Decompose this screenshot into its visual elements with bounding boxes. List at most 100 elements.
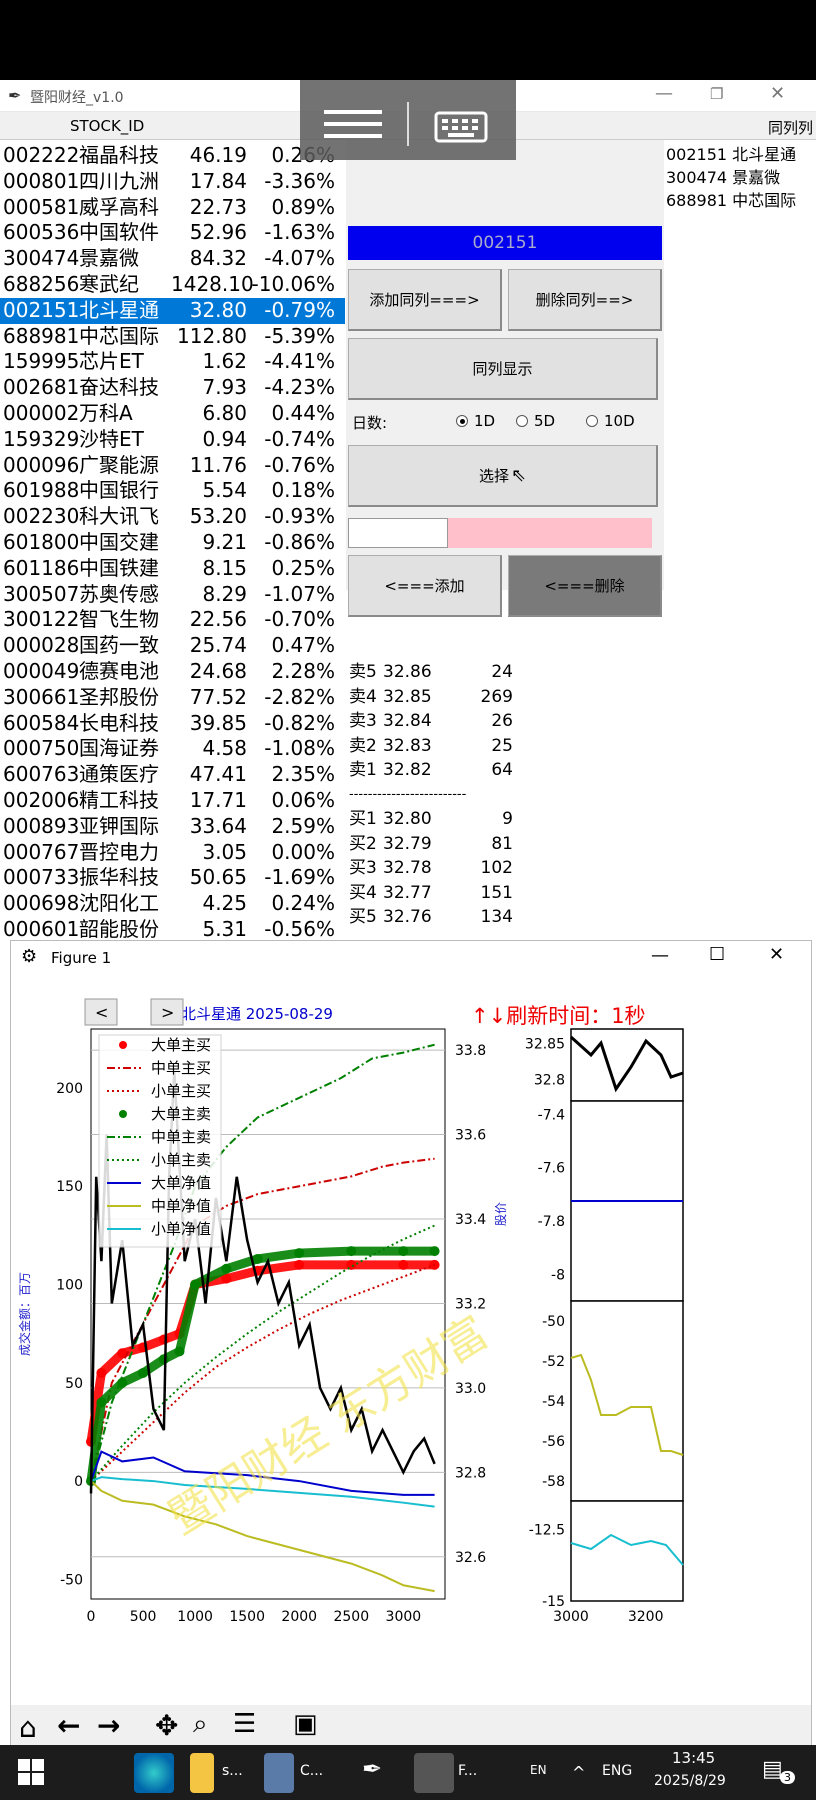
add-to-list-button[interactable]: 添加同列===> [348,269,502,331]
notification-icon[interactable]: ▤ [762,1757,783,1782]
stock-row[interactable]: 000581威孚高科 22.73 0.89% [0,195,345,221]
stock-row[interactable]: 688981中芯国际 112.80 -5.39% [0,324,345,350]
stock-row[interactable]: 000801四川九洲 17.84 -3.36% [0,169,345,195]
stock-row[interactable]: 601800中国交建 9.21 -0.86% [0,530,345,556]
stock-row[interactable]: 000028国药一致 25.74 0.47% [0,633,345,659]
stock-change: -0.93% [264,504,335,529]
configure-icon[interactable]: ☰ [233,1709,257,1739]
stock-row[interactable]: 002681奋达科技 7.93 -4.23% [0,375,345,401]
minimize-icon[interactable]: — [655,83,673,104]
delete-from-list-button[interactable]: 删除同列==> [508,269,662,331]
legend-label: 大单净值 [151,1174,211,1192]
stock-price: 22.56 [189,607,247,632]
watch-list-item[interactable]: 002151 北斗星通 [666,145,797,164]
folder-icon[interactable] [190,1753,214,1793]
save-icon[interactable]: ▣ [293,1709,318,1739]
control-panel: 002151 添加同列===> 删除同列==> 同列显示 日数: 1D 5D 1… [346,140,664,617]
watch-list-item[interactable]: 688981 中芯国际 [666,191,797,210]
stock-row[interactable]: 000698沈阳化工 4.25 0.24% [0,891,345,917]
order-vol: 269 [480,686,513,707]
taskbar-item-1[interactable]: s... [222,1763,243,1779]
close-icon[interactable]: ✕ [769,944,785,965]
watch-list-item[interactable]: 300474 景嘉微 [666,168,781,187]
stock-row[interactable]: 000002万科A 6.80 0.44% [0,401,345,427]
edge-icon[interactable] [134,1753,174,1793]
stock-row[interactable]: 002006精工科技 17.71 0.06% [0,788,345,814]
order-label: 卖4 [349,686,377,707]
legend-label: 大单主卖 [151,1105,211,1123]
stock-row[interactable]: 300507苏奥传感 8.29 -1.07% [0,582,345,608]
home-icon[interactable]: ⌂ [19,1711,37,1744]
stock-change: 2.28% [271,658,335,683]
zoom-icon[interactable]: ⌕ [193,1709,208,1739]
hamburger-menu-icon[interactable] [324,110,382,138]
stock-row[interactable]: 000767晋控电力 3.05 0.00% [0,840,345,866]
stock-row[interactable]: 600536中国软件 52.96 -1.63% [0,220,345,246]
app-icon[interactable] [264,1753,294,1793]
order-price: 32.76 [383,907,432,927]
stock-row[interactable]: 000733振华科技 50.65 -1.69% [0,865,345,891]
minimize-icon[interactable]: — [651,945,669,966]
header-right[interactable]: 同列列 [768,119,814,137]
stock-list[interactable]: 002222福晶科技46.190.26%000801四川九洲17.84-3.36… [0,143,345,963]
add-left-button[interactable]: <===添加 [348,555,502,617]
stock-price: 50.65 [189,865,247,890]
stock-row[interactable]: 000750国海证券 4.58 -1.08% [0,736,345,762]
stock-row[interactable]: 000096广聚能源 11.76 -0.76% [0,453,345,479]
clock-time[interactable]: 13:45 [672,1749,716,1767]
lang-indicator[interactable]: EN [530,1763,547,1777]
stock-row[interactable]: 002151北斗星通 32.80 -0.79% [0,297,345,324]
order-vol: 64 [491,760,513,780]
delete-left-button[interactable]: <===删除 [508,555,662,617]
order-price: 32.80 [383,809,432,829]
chevron-up-icon[interactable]: ^ [572,1763,586,1782]
restore-icon[interactable]: ❐ [710,85,724,103]
x-tick-label: 1500 [229,1609,265,1625]
stock-row[interactable]: 000893亚钾国际 33.64 2.59% [0,814,345,840]
stock-row[interactable]: 159329沙特ET 0.94 -0.74% [0,427,345,453]
clock-date[interactable]: 2025/8/29 [654,1773,726,1789]
pan-icon[interactable]: ✥ [155,1709,179,1742]
choose-button[interactable]: 选择 ⇖ [348,445,658,507]
order-price: 32.84 [383,711,432,731]
choose-label: 选择 [478,467,509,485]
stock-code: 002222 [3,143,80,167]
stock-row[interactable]: 000049德赛电池 24.68 2.28% [0,659,345,685]
stock-row[interactable]: 300474景嘉微 84.32 -4.07% [0,246,345,272]
stock-row[interactable]: 300661圣邦股份 77.52 -2.82% [0,685,345,711]
input-lang[interactable]: ENG [602,1763,633,1779]
stock-change: 0.18% [271,478,335,503]
forward-icon[interactable]: → [97,1709,121,1742]
back-icon[interactable]: ← [57,1709,81,1742]
taskbar-item-2[interactable]: C... [300,1763,324,1779]
radio-5d[interactable]: 5D [516,412,555,430]
windows-start-icon[interactable] [18,1759,44,1785]
header-stock-id[interactable]: STOCK_ID [70,117,145,135]
stock-row[interactable]: 600584长电科技 39.85 -0.82% [0,711,345,737]
keyboard-icon[interactable] [434,111,488,143]
order-level: 卖5 32.86 24 [349,660,525,685]
taskbar-item-3[interactable]: F... [458,1763,478,1779]
show-list-button[interactable]: 同列显示 [348,338,658,400]
radio-10d[interactable]: 10D [586,412,635,430]
stock-row[interactable]: 159995芯片ET 1.62 -4.41% [0,349,345,375]
stock-row[interactable]: 002230科大讯飞 53.20 -0.93% [0,504,345,530]
stock-row[interactable]: 601186中国铁建 8.15 0.25% [0,556,345,582]
order-price: 32.85 [383,686,432,707]
stock-row[interactable]: 000601韶能股份 5.31 -0.56% [0,917,345,943]
series-line [90,1480,435,1593]
chart-canvas[interactable]: 32.6 32.8 33.0 33.2 33.4 33.6 33.8 -50 0 50 100 150… [11,975,811,1705]
matplotlib-icon[interactable] [414,1753,454,1793]
stock-row[interactable]: 601988中国银行 5.54 0.18% [0,478,345,504]
close-icon[interactable]: ✕ [770,83,786,104]
radio-1d[interactable]: 1D [456,412,495,430]
stock-row[interactable]: 300122智飞生物 22.56 -0.70% [0,607,345,633]
maximize-icon[interactable]: ☐ [709,944,726,965]
days-label: 日数: [352,414,388,432]
feather-icon[interactable]: ✒ [362,1755,383,1783]
stock-row[interactable]: 688256寒武纪 1428.10-10.06% [0,272,345,298]
stock-row[interactable]: 600763通策医疗 47.41 2.35% [0,762,345,788]
watch-list[interactable]: 002151 北斗星通 300474 景嘉微 688981 中芯国际 [666,143,816,243]
code-input[interactable] [348,518,448,548]
